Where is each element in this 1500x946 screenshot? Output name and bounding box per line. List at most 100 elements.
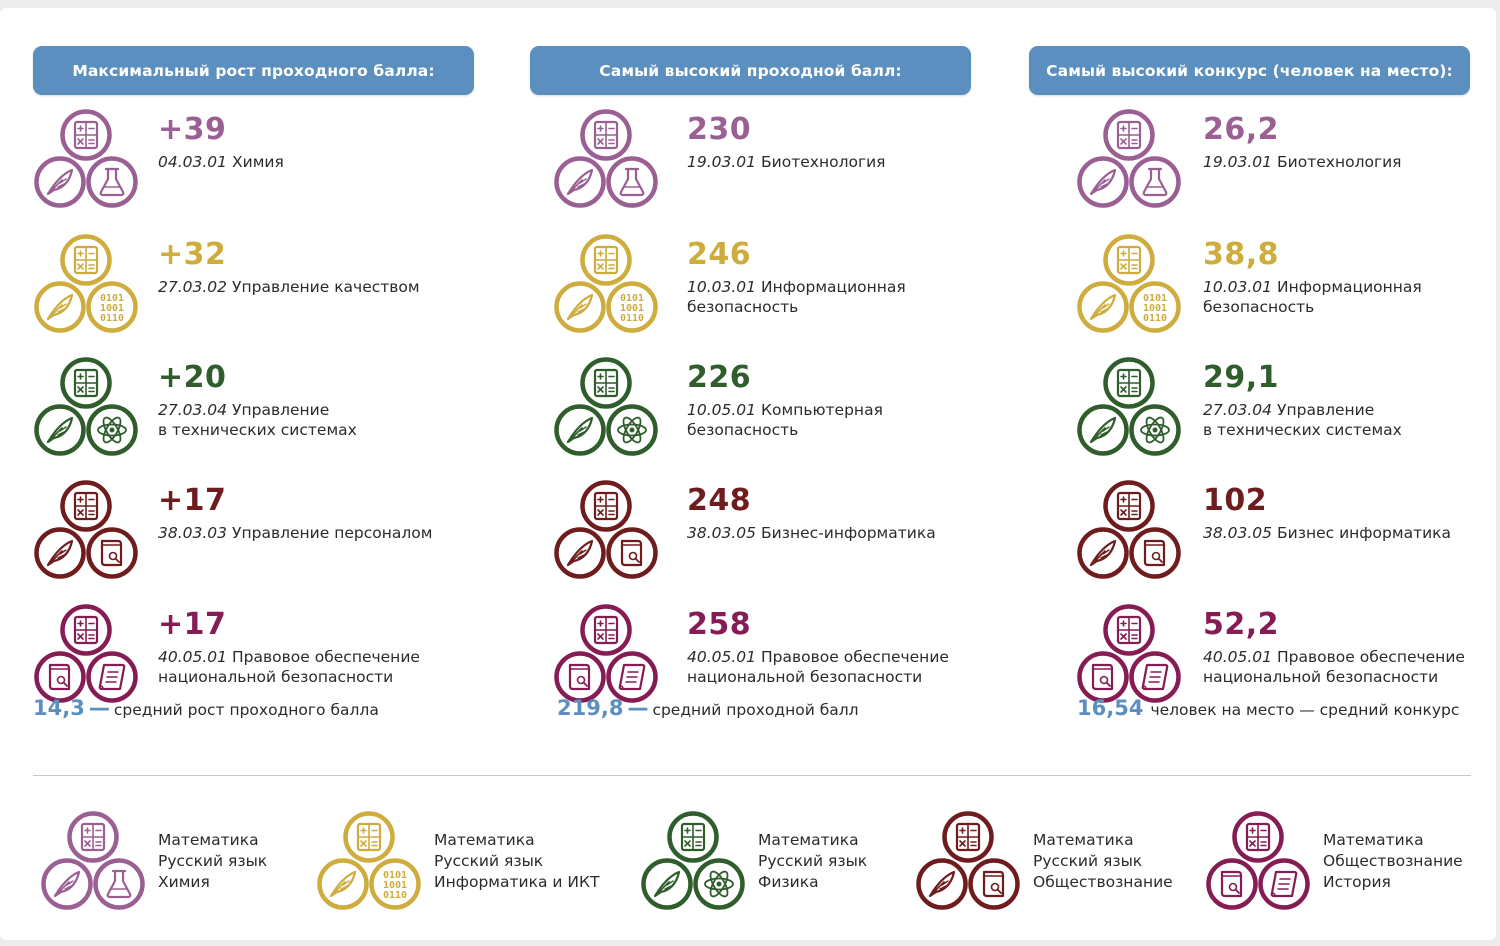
program-description: 38.03.05 Бизнес-информатика [687, 523, 936, 543]
program-name: Бизнес информатика [1277, 524, 1452, 542]
subject-group [915, 810, 1021, 912]
subject-group: 0101 1001 0110 [553, 233, 659, 335]
program-name: Информационная безопасность [687, 278, 906, 316]
subject-group-icon [34, 480, 138, 579]
program-item: 0101 1001 0110 38,8 10.03.01 Информационная б… [1029, 233, 1489, 343]
program-text: +39 04.03.01 Химия [158, 112, 284, 172]
program-description: 38.03.05 Бизнес информатика [1203, 523, 1451, 543]
subject-group [33, 356, 139, 458]
legend-subject: Математика [1033, 831, 1134, 849]
program-item: 29,1 27.03.04 Управление в технических сис… [1029, 356, 1489, 466]
program-item: 52,2 40.05.01 Правовое обеспечение национа… [1029, 603, 1489, 713]
program-value: +39 [158, 112, 227, 147]
formula-icon [1232, 811, 1284, 863]
subject-group [640, 810, 746, 912]
formula-icon [67, 811, 119, 863]
quill-icon [41, 858, 93, 910]
program-code: 19.03.01 [687, 153, 757, 171]
quill-icon [1077, 404, 1129, 456]
svg-text:0110: 0110 [383, 890, 407, 901]
formula-icon [1103, 604, 1155, 656]
program-text: 248 38.03.05 Бизнес-информатика [687, 483, 936, 543]
legend-subject: Математика [758, 831, 859, 849]
svg-text:0101: 0101 [383, 870, 407, 881]
formula-icon [667, 811, 719, 863]
column-header: Самый высокий конкурс (человек на место)… [1029, 46, 1470, 95]
book-search-icon [86, 527, 138, 579]
average-score: 219,8— средний проходной балл [557, 696, 859, 720]
program-name: Управление персоналом [232, 524, 433, 542]
program-name: Правовое обеспечение национальной безопа… [1203, 648, 1465, 686]
legend-subject: Математика [1323, 831, 1424, 849]
program-code: 10.05.01 [687, 401, 757, 419]
book-search-icon [968, 858, 1020, 910]
program-code: 38.03.05 [1203, 524, 1273, 542]
program-value: 38,8 [1203, 237, 1280, 272]
subject-group-icon [41, 811, 145, 910]
program-text: 29,1 27.03.04 Управление в технических сис… [1203, 360, 1402, 440]
infographic-sheet: Максимальный рост проходного балла: +39 0… [0, 8, 1496, 940]
program-item: 0101 1001 0110 246 10.03.01 Информационная бе… [530, 233, 990, 343]
program-value: 26,2 [1203, 112, 1280, 147]
legend-subject: Обществознание [1323, 852, 1463, 870]
program-name: Компьютерная безопасность [687, 401, 883, 439]
quill-icon [554, 527, 606, 579]
subject-group-icon [1077, 604, 1181, 703]
subject-group [40, 810, 146, 912]
program-description: 10.05.01 Компьютерная безопасность [687, 400, 883, 440]
average-label: средний проходной балл [652, 701, 859, 719]
subject-group [33, 108, 139, 210]
svg-text:0110: 0110 [1143, 313, 1167, 324]
subject-group: 0101 1001 0110 [316, 810, 422, 912]
program-text: 102 38.03.05 Бизнес информатика [1203, 483, 1451, 543]
program-value: 29,1 [1203, 360, 1280, 395]
subject-group-icon [34, 604, 138, 703]
legend-entry: Математика Русский язык Физика [640, 810, 920, 914]
column-header: Максимальный рост проходного балла: [33, 46, 474, 95]
quill-icon [554, 156, 606, 208]
quill-icon [34, 156, 86, 208]
subject-group-icon [554, 109, 658, 208]
subject-group [553, 108, 659, 210]
quill-icon [34, 281, 86, 333]
average-growth: 14,3— средний рост проходного балла [33, 696, 379, 720]
program-value: 226 [687, 360, 752, 395]
program-name: Управление качеством [232, 278, 420, 296]
program-description: 38.03.03 Управление персоналом [158, 523, 432, 543]
program-value: 246 [687, 237, 752, 272]
subject-group [553, 479, 659, 581]
legend-subjects: Математика Русский язык Обществознание [1033, 830, 1173, 893]
column-highest-competition: Самый высокий конкурс (человек на место)… [1029, 46, 1470, 703]
program-item: 258 40.05.01 Правовое обеспечение национал… [530, 603, 990, 713]
formula-icon [60, 357, 112, 409]
program-value: 102 [1203, 483, 1268, 518]
program-description: 40.05.01 Правовое обеспечение национально… [158, 647, 420, 687]
scroll-icon [606, 651, 658, 703]
legend-subject: Математика [158, 831, 259, 849]
program-description: 19.03.01 Биотехнология [687, 152, 886, 172]
subject-group [1076, 108, 1182, 210]
legend-subject: Физика [758, 873, 819, 891]
formula-icon [60, 480, 112, 532]
scroll-icon [1129, 651, 1181, 703]
program-value: +32 [158, 237, 227, 272]
average-label: средний рост проходного балла [113, 701, 379, 719]
legend-subject: История [1323, 873, 1391, 891]
program-name: Биотехнология [1277, 153, 1402, 171]
subject-group-icon [641, 811, 745, 910]
average-value: 16,54 [1077, 696, 1144, 720]
subject-group-icon [916, 811, 1020, 910]
formula-icon [343, 811, 395, 863]
quill-icon [916, 858, 968, 910]
legend-entry: Математика Русский язык Химия [40, 810, 320, 914]
legend-subjects: Математика Русский язык Физика [758, 830, 867, 893]
formula-icon [580, 234, 632, 286]
svg-text:0101: 0101 [620, 293, 644, 304]
program-name: Правовое обеспечение национальной безопа… [158, 648, 420, 686]
program-text: +20 27.03.04 Управление в технических сист… [158, 360, 357, 440]
program-description: 19.03.01 Биотехнология [1203, 152, 1402, 172]
program-item: +17 40.05.01 Правовое обеспечение национал… [33, 603, 493, 713]
scroll-icon [1258, 858, 1310, 910]
